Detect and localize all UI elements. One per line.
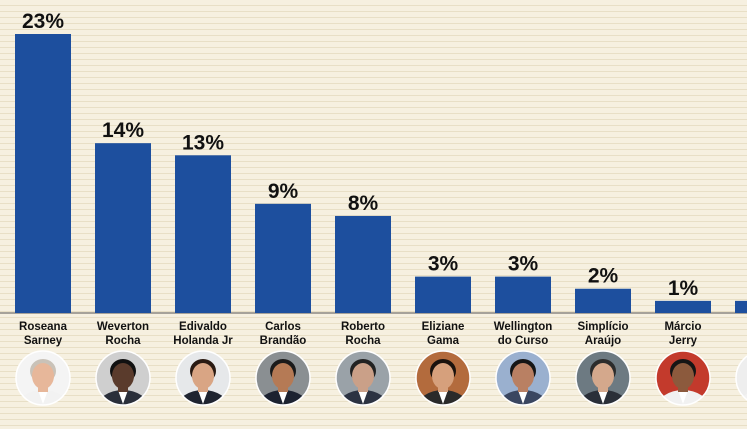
value-label-carlos-brand-o: 9%: [268, 180, 299, 203]
candidate-label-simpl-cio-ara-jo: Simplício: [577, 321, 628, 333]
value-label-eliziane-gama: 3%: [428, 253, 459, 276]
bar-edivaldo-holanda-jr: [175, 155, 231, 313]
value-label-simpl-cio-ara-jo: 2%: [588, 265, 619, 288]
candidate-photo-simpl-cio-ara-jo: [575, 350, 631, 406]
value-labels-group: 23% 14% 13% 9% 8% 3% 3% 2% 1%: [22, 10, 699, 300]
bar-roberto-rocha: [335, 215, 391, 313]
candidate-label-roseana-sarney: Sarney: [24, 335, 63, 347]
candidate-label-roberto-rocha: Rocha: [345, 335, 381, 347]
bar-weverton-rocha: [95, 143, 151, 313]
candidate-label-simpl-cio-ara-jo: Araújo: [585, 335, 621, 347]
candidate-label-edivaldo-holanda-jr: Edivaldo: [179, 321, 227, 333]
candidate-photo-roseana-sarney: [15, 350, 71, 406]
candidate-label-roseana-sarney: Roseana: [19, 321, 68, 333]
candidate-label-m-rcio-jerry: Márcio: [664, 321, 701, 333]
bars-group: [15, 34, 747, 313]
candidate-label-weverton-rocha: Rocha: [105, 335, 141, 347]
candidate-photos-group: [15, 350, 747, 406]
candidate-photo-carlos-brand-o: [255, 350, 311, 406]
candidate-label-carlos-brand-o: Brandão: [260, 335, 307, 347]
bar-l-b: [735, 300, 747, 313]
value-label-roberto-rocha: 8%: [348, 192, 379, 215]
bar-simpl-cio-ara-jo: [575, 288, 631, 313]
candidate-label-eliziane-gama: Gama: [427, 335, 460, 347]
bar-eliziane-gama: [415, 276, 471, 313]
bar-roseana-sarney: [15, 34, 71, 313]
candidate-photo-eliziane-gama: [415, 350, 471, 406]
candidate-label-carlos-brand-o: Carlos: [265, 321, 301, 333]
candidate-photo-weverton-rocha: [95, 350, 151, 406]
candidate-labels-group: Roseana Sarney Weverton Rocha Edivaldo Holand…: [19, 321, 702, 347]
value-label-weverton-rocha: 14%: [102, 119, 144, 142]
candidate-photo-wellington-do-curso: [495, 350, 551, 406]
value-label-edivaldo-holanda-jr: 13%: [182, 131, 224, 154]
bar-carlos-brand-o: [255, 203, 311, 313]
value-label-roseana-sarney: 23%: [22, 10, 64, 33]
candidate-photo-edivaldo-holanda-jr: [175, 350, 231, 406]
candidate-label-m-rcio-jerry: Jerry: [669, 335, 698, 347]
candidate-label-wellington-do-curso: Wellington: [494, 321, 553, 333]
candidate-label-eliziane-gama: Eliziane: [422, 321, 465, 333]
bar-wellington-do-curso: [495, 276, 551, 313]
candidate-photo-l-b: [735, 351, 747, 405]
value-label-wellington-do-curso: 3%: [508, 253, 539, 276]
candidate-label-wellington-do-curso: do Curso: [498, 335, 548, 347]
candidate-photo-m-rcio-jerry: [655, 350, 711, 406]
candidate-photo-roberto-rocha: [335, 350, 391, 406]
bar-m-rcio-jerry: [655, 300, 711, 313]
candidate-label-roberto-rocha: Roberto: [341, 321, 385, 333]
candidate-label-weverton-rocha: Weverton: [97, 321, 149, 333]
candidate-label-edivaldo-holanda-jr: Holanda Jr: [173, 335, 233, 347]
value-label-m-rcio-jerry: 1%: [668, 277, 699, 300]
